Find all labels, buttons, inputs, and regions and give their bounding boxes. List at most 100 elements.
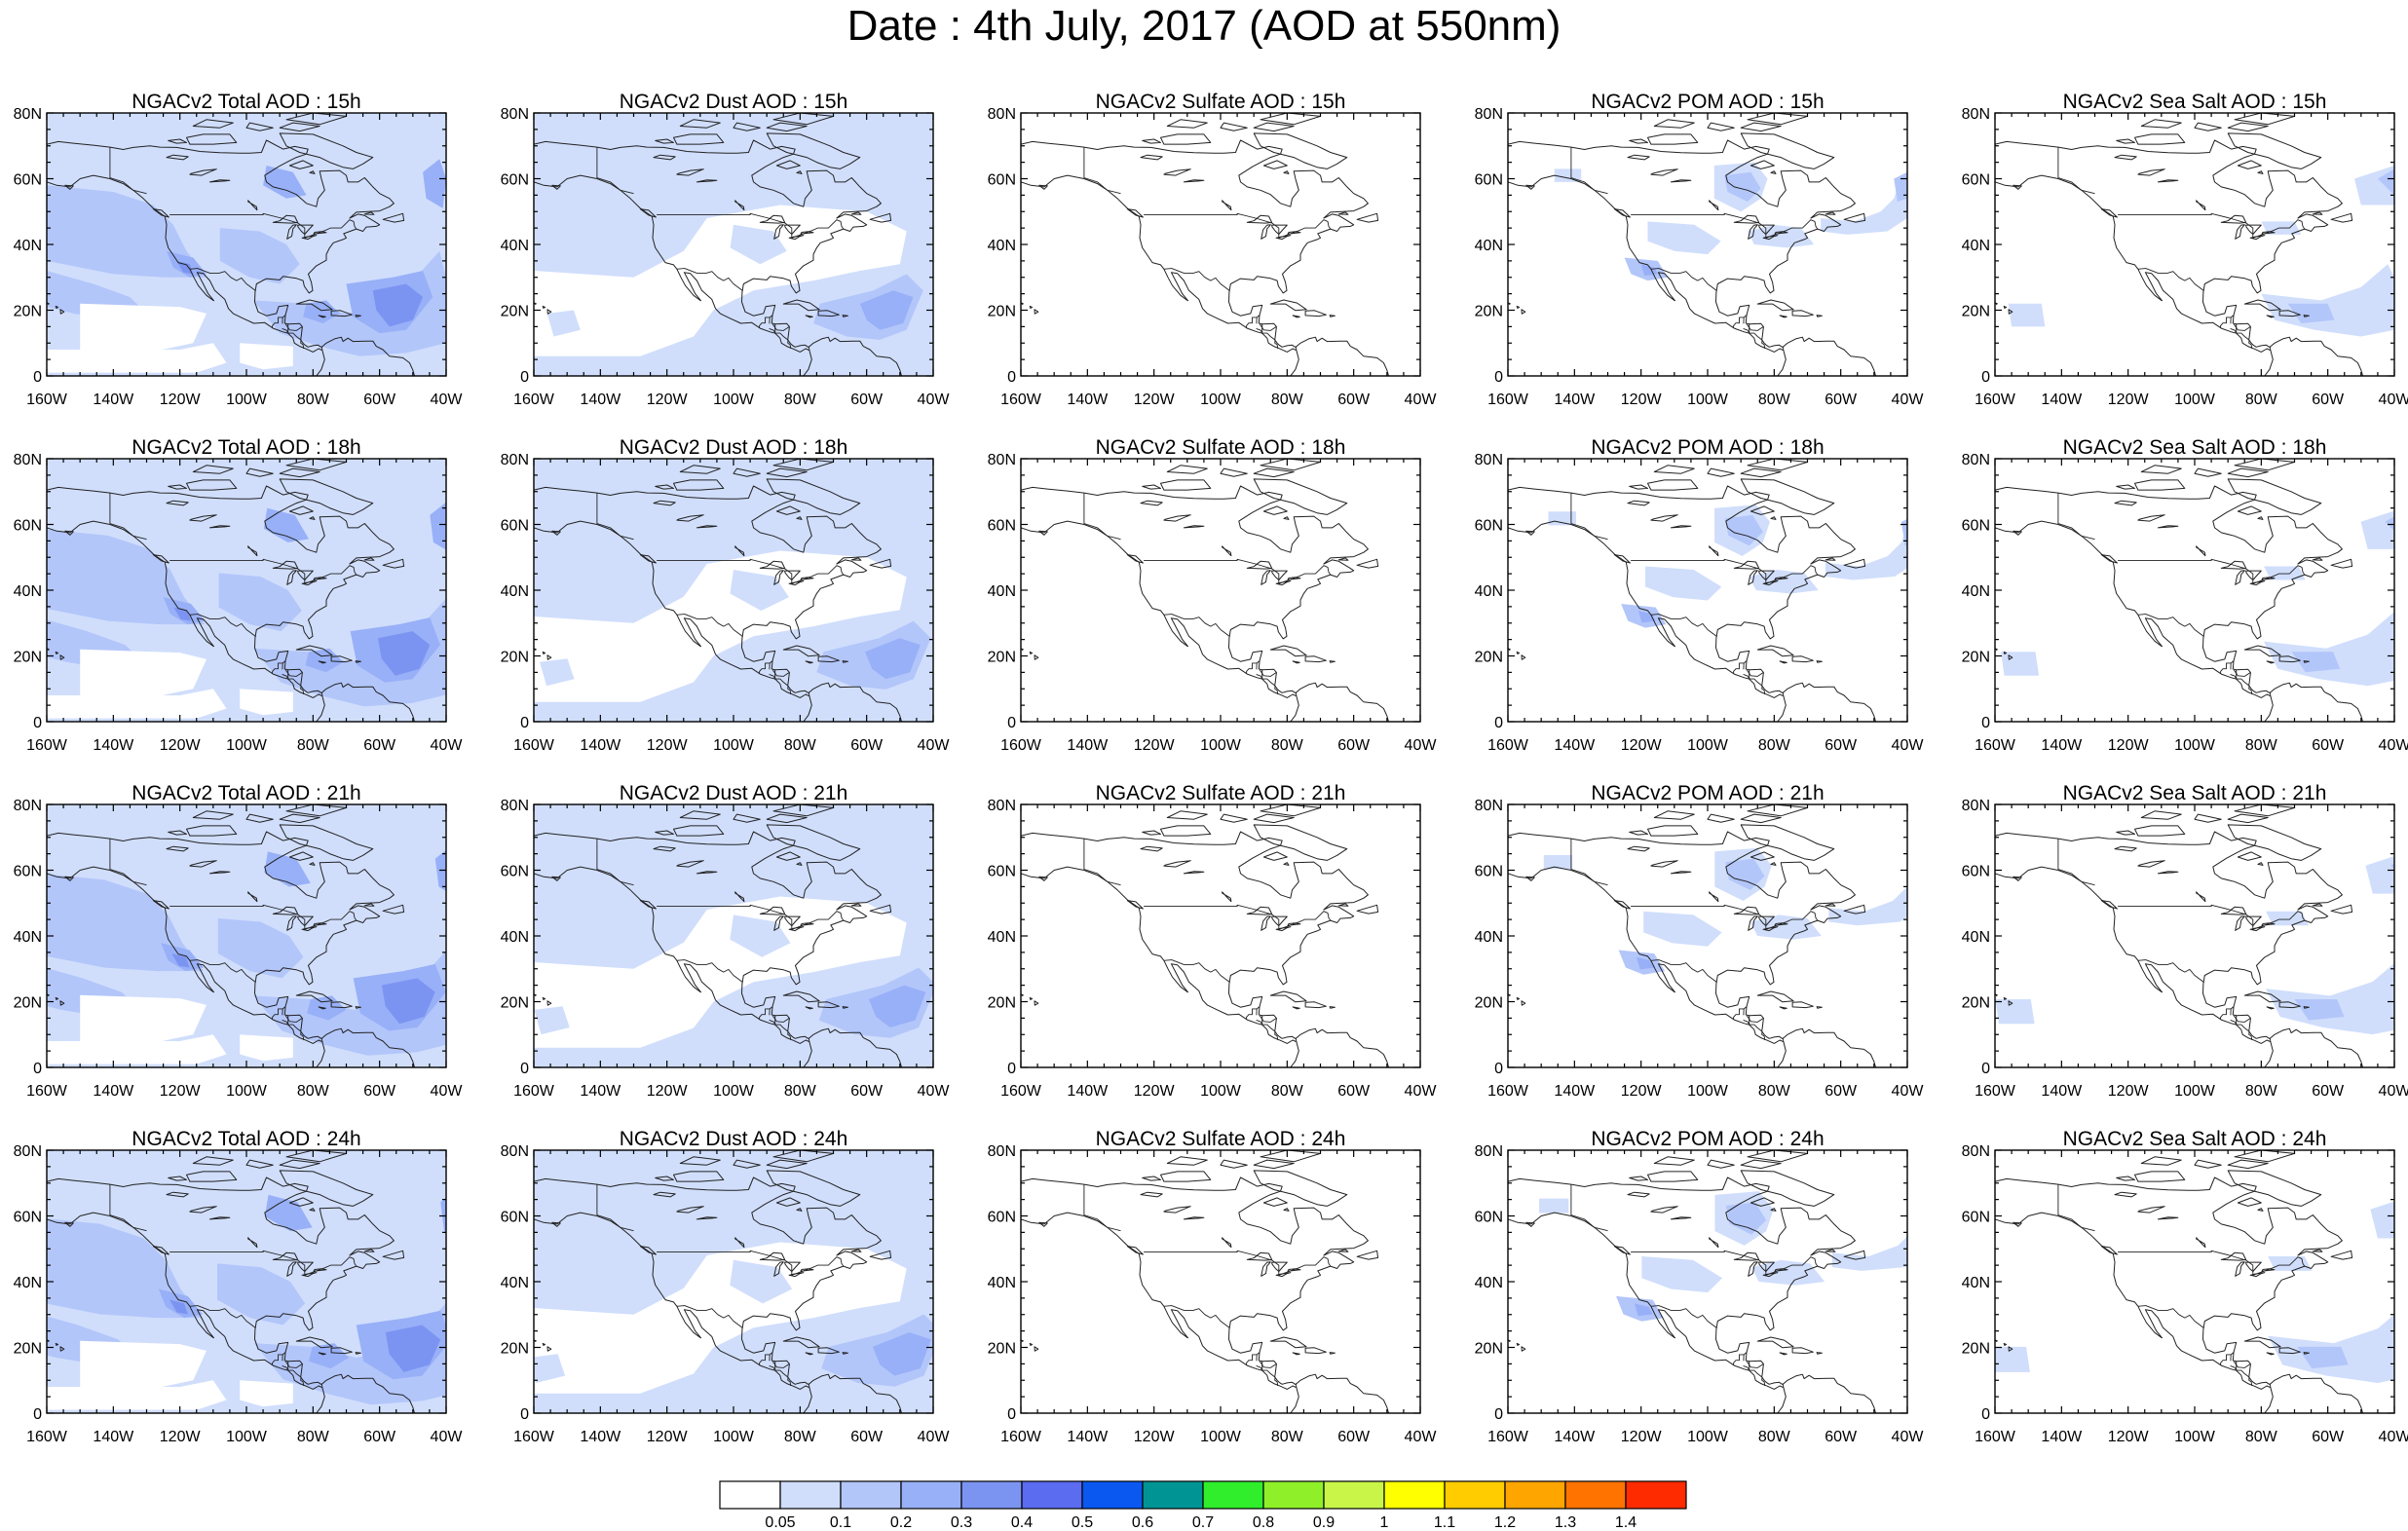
- lon-tick-label: 80W: [2245, 737, 2278, 754]
- panel-title: NGACv2 Total AOD : 18h: [132, 436, 361, 459]
- lon-tick-label: 140W: [580, 1083, 621, 1100]
- lat-tick-label: 40N: [1962, 1275, 1990, 1291]
- map-frame: [1994, 458, 2395, 723]
- axis-ticks: [1994, 458, 2395, 723]
- lat-tick-label: 40N: [1962, 583, 1990, 600]
- map-outlines: [47, 459, 415, 722]
- lon-tick-label: 160W: [1487, 1429, 1529, 1445]
- lat-tick-label: 20N: [988, 1341, 1016, 1358]
- lon-tick-label: 80W: [1271, 1429, 1304, 1445]
- colorbar-box: [1142, 1480, 1204, 1510]
- lat-tick-label: 80N: [988, 452, 1016, 468]
- lon-tick-label: 160W: [26, 1429, 68, 1445]
- lat-tick-label: 80N: [1962, 798, 1990, 814]
- lon-tick-label: 40W: [1405, 1429, 1438, 1445]
- lon-tick-label: 40W: [1405, 737, 1438, 754]
- lat-tick-label: 0: [1007, 1406, 1016, 1423]
- colorbar-box: [1262, 1480, 1325, 1510]
- lon-tick-label: 40W: [1892, 1083, 1925, 1100]
- map-plot: 160W 140W 120W 100W 80W 60W 40W 80N 60N 40N 20N 0: [1475, 106, 1925, 408]
- lon-tick-label: 120W: [1621, 1083, 1663, 1100]
- panel-title: NGACv2 Sea Salt AOD : 15h: [2062, 91, 2327, 113]
- panel-title: NGACv2 Sulfate AOD : 21h: [1095, 782, 1346, 804]
- lat-tick-label: 80N: [501, 798, 529, 814]
- map-plot: 160W 140W 120W 100W 80W 60W 40W 80N 60N 40N 20N 0: [1962, 106, 2408, 408]
- map-panel-pom-18h: NGACv2 POM AOD : 18h 160W 140W 120W 100W 80W 6…: [1461, 435, 1948, 781]
- aod-field: [1995, 856, 2394, 1035]
- axis-ticks: [46, 458, 447, 723]
- lat-tick-label: 60N: [501, 1210, 529, 1226]
- colorbar-box: [1444, 1480, 1506, 1510]
- colorbar-label: 0.05: [765, 1514, 795, 1531]
- aod-field: [534, 1150, 933, 1413]
- map-outlines: [1508, 804, 1876, 1067]
- map-outlines: [1508, 459, 1876, 722]
- map-panel-sulfate-15h: NGACv2 Sulfate AOD : 15h 160W 140W 120W 100W…: [974, 90, 1461, 435]
- map-panel-seasalt-15h: NGACv2 Sea Salt AOD : 15h 160W 140W 120W 100…: [1948, 90, 2408, 435]
- lat-tick-label: 40N: [1475, 929, 1503, 946]
- lon-tick-label: 80W: [784, 1083, 817, 1100]
- map-outlines: [534, 113, 902, 376]
- lat-tick-label: 60N: [1962, 1210, 1990, 1226]
- panel-title: NGACv2 Sea Salt AOD : 18h: [2062, 436, 2327, 459]
- lon-tick-label: 160W: [26, 737, 68, 754]
- lat-tick-label: 0: [520, 715, 529, 731]
- map-frame: [1020, 112, 1421, 377]
- colorbar-label: 0.5: [1072, 1514, 1093, 1531]
- lat-tick-label: 60N: [14, 172, 42, 189]
- colorbar-box: [1564, 1480, 1627, 1510]
- lon-tick-label: 40W: [431, 1083, 464, 1100]
- lon-tick-label: 60W: [2312, 392, 2345, 408]
- map-plot: 160W 140W 120W 100W 80W 60W 40W 80N 60N 40N 20N 0: [1475, 1143, 1925, 1445]
- lon-tick-label: 160W: [1000, 1429, 1042, 1445]
- aod-field: [1548, 504, 1907, 628]
- lat-tick-label: 40N: [501, 1275, 529, 1291]
- map-panel-pom-15h: NGACv2 POM AOD : 15h 160W 140W 120W 100W 80W 6…: [1461, 90, 1948, 435]
- lat-tick-label: 40N: [988, 929, 1016, 946]
- map-plot: 160W 140W 120W 100W 80W 60W 40W 80N 60N 40N 20N 0: [501, 798, 951, 1100]
- lat-tick-label: 0: [1494, 715, 1503, 731]
- lon-tick-label: 140W: [580, 392, 621, 408]
- lat-tick-label: 0: [33, 715, 42, 731]
- lat-tick-label: 40N: [501, 929, 529, 946]
- lon-tick-label: 140W: [93, 392, 134, 408]
- lon-tick-label: 160W: [513, 737, 555, 754]
- axis-ticks: [533, 112, 934, 377]
- panel-title: NGACv2 Dust AOD : 24h: [619, 1128, 848, 1150]
- lat-tick-label: 80N: [1475, 1143, 1503, 1160]
- lat-tick-label: 60N: [988, 1210, 1016, 1226]
- lat-tick-label: 60N: [1475, 518, 1503, 535]
- lat-tick-label: 40N: [501, 583, 529, 600]
- lat-tick-label: 0: [1007, 369, 1016, 386]
- lat-tick-label: 80N: [988, 106, 1016, 123]
- lat-tick-label: 80N: [1962, 1143, 1990, 1160]
- map-panel-sulfate-18h: NGACv2 Sulfate AOD : 18h 160W 140W 120W 100W…: [974, 435, 1461, 781]
- lon-tick-label: 60W: [1337, 392, 1371, 408]
- map-plot: 160W 140W 120W 100W 80W 60W 40W 80N 60N 40N 20N 0: [1475, 798, 1925, 1100]
- lon-tick-label: 40W: [918, 737, 951, 754]
- axis-ticks: [533, 458, 934, 723]
- map-panel-total-24h: NGACv2 Total AOD : 24h 160W 140W 120W 100W 80…: [0, 1127, 487, 1473]
- lon-tick-label: 80W: [297, 392, 330, 408]
- lat-tick-label: 80N: [501, 452, 529, 468]
- lat-tick-label: 40N: [1475, 583, 1503, 600]
- lat-tick-label: 80N: [14, 452, 42, 468]
- map-plot: 160W 140W 120W 100W 80W 60W 40W 80N 60N 40N 20N 0: [1962, 452, 2408, 754]
- lon-tick-label: 60W: [850, 737, 884, 754]
- lon-tick-label: 60W: [1337, 737, 1371, 754]
- axis-ticks: [1020, 112, 1421, 377]
- lat-tick-label: 60N: [988, 864, 1016, 880]
- map-outlines: [1995, 459, 2363, 722]
- colorbar-label: 0.7: [1192, 1514, 1214, 1531]
- lat-tick-label: 0: [1494, 1061, 1503, 1077]
- lon-tick-label: 100W: [713, 737, 755, 754]
- lat-tick-label: 60N: [1475, 172, 1503, 189]
- lat-tick-label: 40N: [988, 238, 1016, 254]
- lat-tick-label: 60N: [988, 172, 1016, 189]
- lon-tick-label: 60W: [1337, 1429, 1371, 1445]
- lat-tick-label: 0: [33, 369, 42, 386]
- map-plot: 160W 140W 120W 100W 80W 60W 40W 80N 60N 40N 20N 0: [1475, 452, 1925, 754]
- panel-title: NGACv2 Sulfate AOD : 18h: [1095, 436, 1346, 459]
- lon-tick-label: 160W: [1487, 1083, 1529, 1100]
- panel-title: NGACv2 Dust AOD : 15h: [619, 91, 848, 113]
